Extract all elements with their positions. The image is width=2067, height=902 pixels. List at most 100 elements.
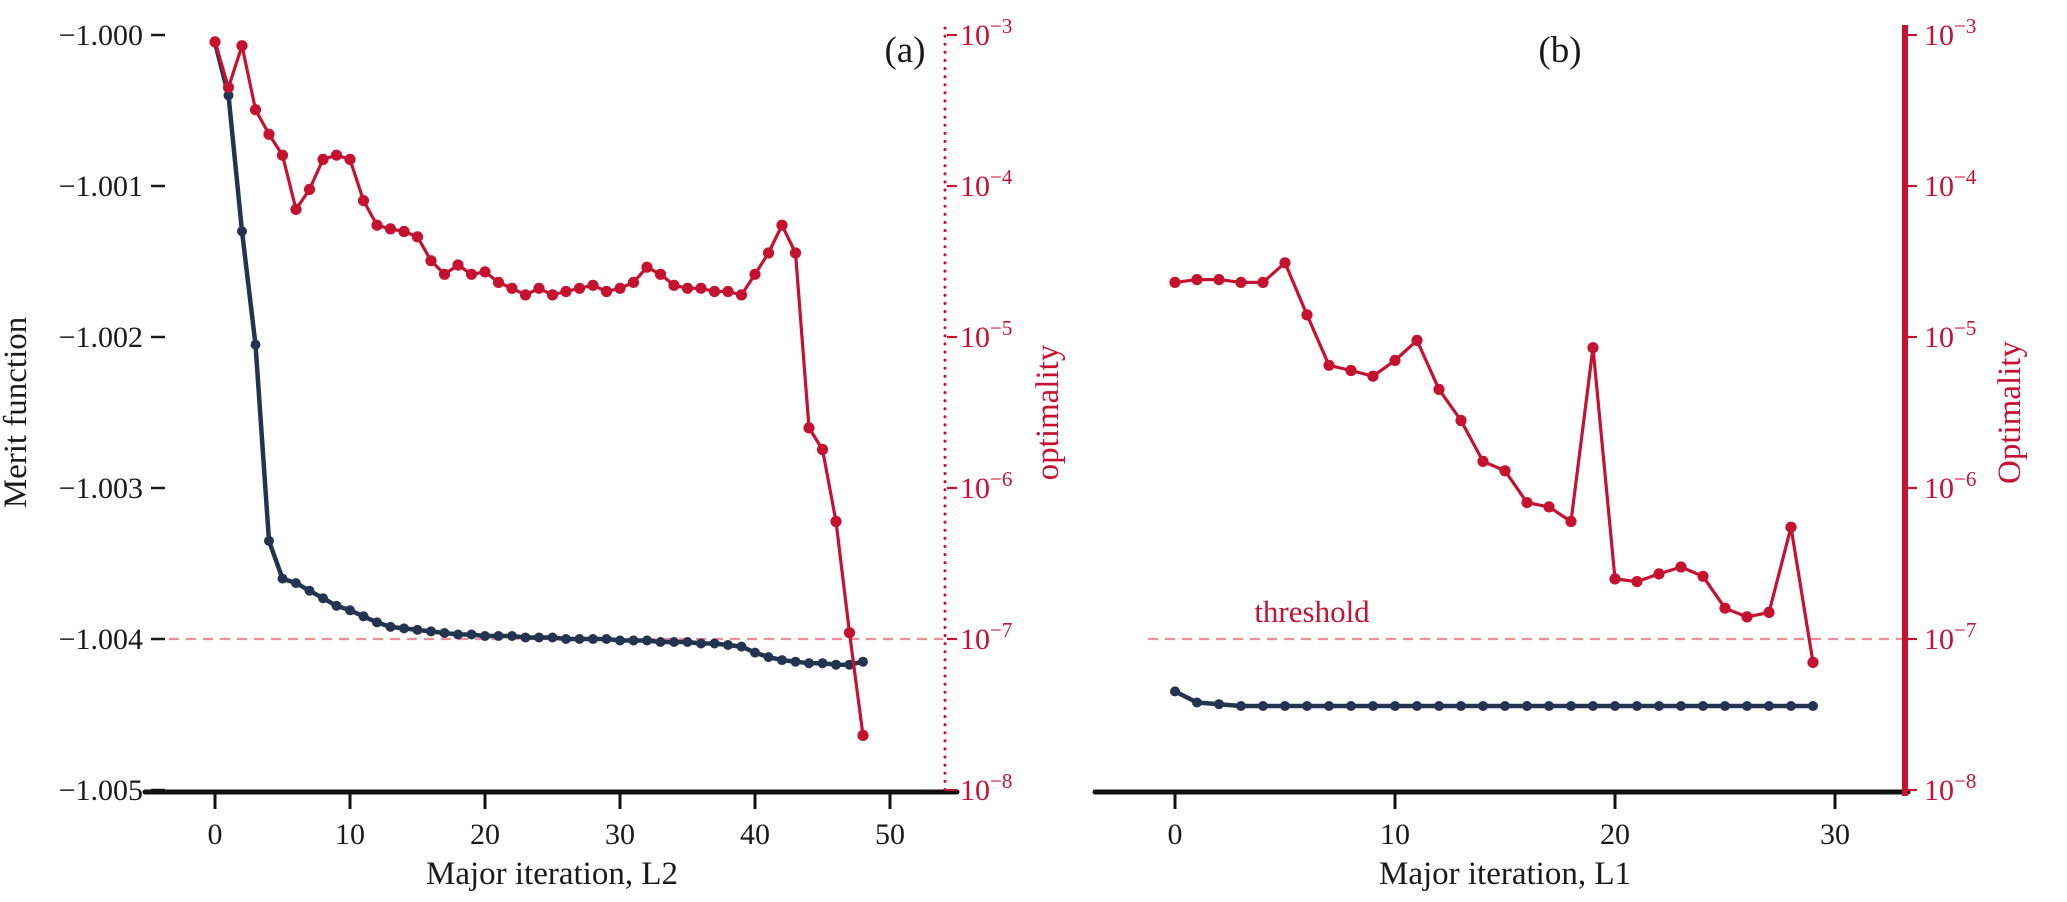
merit-function-point (277, 573, 288, 584)
optimality-point (587, 279, 599, 291)
optimality-point (573, 282, 586, 294)
optimality-point (222, 81, 235, 93)
merit-function-point (291, 578, 301, 589)
optimality-point (1213, 274, 1225, 286)
merit-function-point (682, 637, 693, 647)
right-tick-label: 10−6 (1924, 467, 1976, 505)
optimality-point (681, 282, 694, 294)
optimality-point (263, 128, 275, 140)
merit-function-point (1654, 701, 1664, 711)
optimality-point (506, 282, 518, 294)
optimality-point (1807, 656, 1819, 669)
optimality-point (1697, 570, 1709, 582)
merit-function-point (1434, 701, 1444, 711)
right-tick-label: 10−5 (960, 316, 1012, 354)
optimality-point (1719, 602, 1731, 614)
right-tick-label: 10−3 (960, 14, 1012, 52)
merit-function-point (1632, 701, 1642, 711)
x-tick-label: 10 (1380, 818, 1410, 851)
optimality-point (1257, 276, 1269, 288)
right-tick-label: 10−4 (1924, 165, 1977, 203)
merit-function-point (804, 658, 814, 669)
optimality-point (1609, 573, 1621, 585)
right-tick-label: 10−6 (960, 467, 1012, 505)
optimality-point (465, 268, 478, 280)
optimality-point (303, 183, 316, 195)
optimality-point (398, 225, 410, 238)
right-tick-label: 10−8 (1924, 769, 1976, 807)
optimality-point (1631, 576, 1643, 588)
merit-function-point (345, 605, 355, 616)
merit-function-point (466, 629, 477, 640)
optimality-point (1675, 561, 1687, 573)
optimality-point (425, 255, 437, 267)
optimality-point (492, 276, 505, 288)
optimality-point (1763, 606, 1775, 619)
x-tick-label: 50 (875, 818, 905, 851)
right-tick-label: 10−5 (1924, 316, 1976, 354)
x-axis-title-a: Major iteration, L2 (426, 856, 678, 892)
optimality-point (479, 266, 491, 278)
merit-function-point (1500, 701, 1510, 711)
merit-function-point (1698, 701, 1708, 711)
optimality-point (411, 231, 424, 243)
optimality-point (384, 223, 397, 235)
right-tick-label: 10−4 (960, 165, 1013, 203)
merit-function-point (1610, 701, 1620, 711)
merit-function-point (1346, 701, 1356, 711)
optimality-point (1345, 364, 1357, 377)
optimality-point (1587, 342, 1599, 354)
merit-function-point (723, 640, 733, 650)
merit-function-point (264, 535, 274, 546)
optimality-point (857, 729, 869, 742)
merit-function-point (304, 585, 315, 596)
optimality-point (1411, 334, 1423, 346)
merit-function-point (831, 659, 841, 670)
merit-function-point (1764, 701, 1774, 711)
merit-function-line-b (1173, 689, 1813, 709)
merit-function-point (1324, 701, 1334, 711)
merit-function-line-a (212, 42, 864, 667)
left-tick-label: −1.000 (59, 19, 143, 52)
optimality-point (1499, 465, 1511, 477)
optimality-point (1367, 370, 1379, 382)
merit-function-point (1236, 701, 1246, 711)
merit-function-point (1214, 699, 1224, 710)
right-axis-title-b: Optimality (1992, 341, 2028, 484)
merit-function-point (1588, 701, 1598, 711)
merit-function-point (439, 628, 450, 638)
merit-function-point (412, 624, 423, 635)
merit-function-point (1302, 701, 1312, 711)
optimality-markers-b (1169, 257, 1819, 669)
right-tick-label: 10−7 (1924, 618, 1976, 656)
merit-function-point (237, 226, 247, 237)
panel-a: −1.000 −1.001 −1.002 −1.003 −1.004 −1.005 Meri… (0, 14, 1066, 892)
optimality-line-a (213, 41, 865, 736)
merit-function-point (1786, 701, 1796, 711)
merit-function-point (1544, 701, 1554, 711)
optimality-point (357, 195, 370, 207)
merit-function-point (777, 655, 787, 666)
x-tick-label: 20 (1600, 818, 1630, 851)
optimality-point (695, 282, 707, 294)
panel-label-a: (a) (884, 30, 925, 71)
optimality-point (735, 289, 748, 301)
merit-function-point (480, 631, 490, 641)
merit-function-point (534, 632, 544, 643)
optimality-point (438, 268, 451, 280)
optimality-point (1191, 274, 1203, 286)
optimality-point (668, 279, 680, 291)
merit-function-point (520, 632, 531, 643)
merit-function-point (1742, 701, 1752, 711)
optimality-point (1279, 257, 1291, 269)
merit-function-point (1478, 701, 1488, 711)
merit-function-point (385, 621, 396, 632)
optimality-point (654, 268, 667, 280)
merit-function-point (358, 611, 369, 622)
optimality-point (330, 149, 343, 161)
optimality-point (722, 285, 734, 298)
optimality-point (1477, 455, 1489, 467)
merit-function-point (736, 641, 747, 652)
merit-function-point (399, 623, 409, 634)
right-axis-title-a: optimality (1030, 344, 1066, 480)
